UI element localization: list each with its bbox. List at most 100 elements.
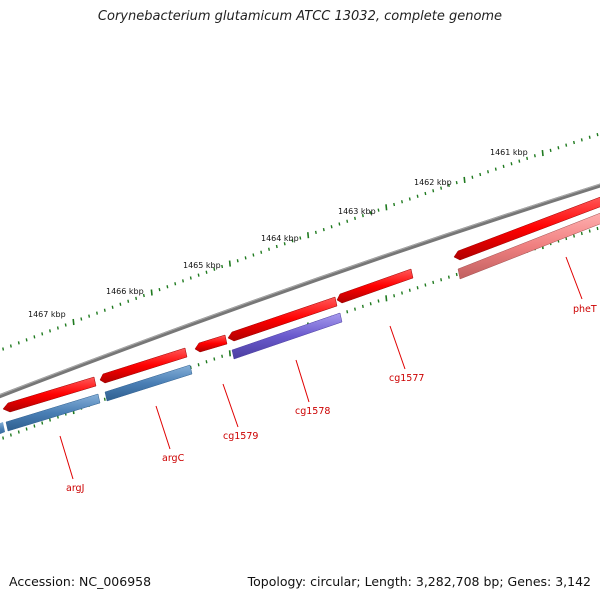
scale-labels: 1461 kbp 1462 kbp 1463 kbp 1464 kbp 1465…	[28, 148, 528, 319]
minor-tick	[447, 275, 450, 279]
minor-tick	[494, 167, 497, 171]
minor-tick	[88, 314, 91, 318]
major-tick	[463, 176, 466, 183]
minor-tick	[361, 304, 364, 309]
gene-label-pheT[interactable]: pheT	[573, 304, 597, 315]
scale-label: 1462 kbp	[414, 178, 452, 187]
minor-tick	[580, 231, 583, 236]
minor-tick	[197, 363, 200, 367]
minor-tick	[111, 305, 114, 309]
gene-label-cg1579[interactable]: cg1579	[223, 431, 258, 442]
minor-tick	[197, 273, 200, 277]
gene-label-cg1578[interactable]: cg1578	[295, 406, 330, 417]
scale-label: 1464 kbp	[261, 234, 299, 243]
minor-tick	[424, 283, 427, 287]
minor-tick	[408, 197, 411, 201]
minor-tick	[25, 338, 28, 342]
minor-tick	[291, 239, 294, 243]
feature-bar-argC[interactable]	[104, 364, 193, 402]
minor-tick	[299, 236, 302, 240]
minor-tick	[221, 354, 224, 358]
minor-tick	[408, 288, 411, 292]
minor-tick	[330, 225, 333, 229]
gene-label-argJ[interactable]: argJ	[66, 483, 84, 494]
minor-tick	[377, 208, 380, 212]
minor-tick	[354, 307, 356, 311]
minor-tick	[205, 270, 208, 274]
minor-tick	[596, 132, 599, 137]
minor-tick	[41, 332, 44, 336]
scale-label: 1463 kbp	[338, 207, 376, 216]
minor-tick	[377, 299, 380, 303]
minor-tick	[17, 341, 20, 345]
minor-tick	[502, 164, 505, 169]
minor-tick	[440, 186, 443, 190]
gene-arrow-argC[interactable]	[99, 347, 188, 384]
minor-tick	[119, 302, 122, 306]
minor-tick	[49, 329, 51, 333]
minor-tick	[588, 229, 591, 233]
minor-tick	[479, 172, 482, 177]
secondary-features	[0, 212, 600, 436]
gene-arrow-argJ[interactable]	[2, 376, 97, 413]
gene-labels: argJ argC cg1579 cg1578 cg1577 pheT	[66, 304, 597, 494]
minor-tick	[354, 216, 356, 221]
minor-tick	[103, 397, 106, 401]
minor-tick	[440, 278, 443, 282]
minor-tick	[205, 360, 208, 364]
gene-arrow-pheT[interactable]	[453, 196, 600, 261]
minor-tick	[236, 259, 239, 263]
minor-tick	[174, 282, 177, 286]
minor-tick	[424, 191, 427, 196]
major-tick	[228, 350, 231, 357]
minor-tick	[64, 323, 67, 327]
minor-tick	[33, 424, 36, 428]
minor-tick	[283, 242, 286, 246]
minor-tick	[244, 256, 247, 260]
gene-arrow-cg1577[interactable]	[336, 268, 414, 304]
feature-bar-argJ[interactable]	[5, 393, 101, 432]
feature-bar-pheT[interactable]	[457, 212, 600, 280]
minor-tick	[573, 234, 575, 238]
gene-label-cg1577[interactable]: cg1577	[389, 373, 424, 384]
map-title: Corynebacterium glutamicum ATCC 13032, c…	[97, 9, 503, 24]
minor-tick	[9, 344, 12, 348]
leader-line	[59, 435, 74, 480]
gene-arrow-cg1578[interactable]	[227, 296, 338, 342]
minor-tick	[17, 430, 20, 434]
feature-bar-partial[interactable]	[0, 422, 5, 436]
major-tick	[72, 318, 75, 326]
minor-tick	[33, 335, 36, 339]
major-tick	[307, 232, 310, 239]
leader-line	[222, 383, 239, 428]
minor-tick	[361, 213, 364, 218]
accession-text: Accession: NC_006958	[9, 574, 152, 589]
minor-tick	[9, 433, 12, 437]
minor-tick	[135, 296, 138, 301]
minor-tick	[526, 156, 529, 161]
minor-tick	[56, 326, 59, 330]
minor-tick	[252, 253, 255, 257]
minor-tick	[314, 230, 317, 235]
gene-label-argC[interactable]: argC	[162, 453, 185, 464]
minor-tick	[401, 200, 403, 204]
gene-arrow-cg1579[interactable]	[194, 334, 228, 353]
outer-scale-ticks	[2, 132, 599, 351]
feature-bar-cg1578[interactable]	[231, 312, 343, 360]
minor-tick	[322, 227, 325, 232]
minor-tick	[346, 310, 349, 314]
minor-tick	[510, 162, 513, 166]
minor-tick	[80, 317, 83, 321]
minor-tick	[369, 211, 372, 215]
minor-tick	[596, 226, 599, 231]
scale-label: 1465 kbp	[183, 261, 221, 270]
minor-tick	[41, 421, 44, 425]
minor-tick	[432, 189, 435, 193]
minor-tick	[182, 279, 184, 283]
minor-tick	[580, 138, 583, 142]
minor-tick	[213, 357, 216, 361]
minor-tick	[103, 308, 106, 312]
minor-tick	[471, 175, 474, 179]
minor-tick	[221, 264, 224, 269]
